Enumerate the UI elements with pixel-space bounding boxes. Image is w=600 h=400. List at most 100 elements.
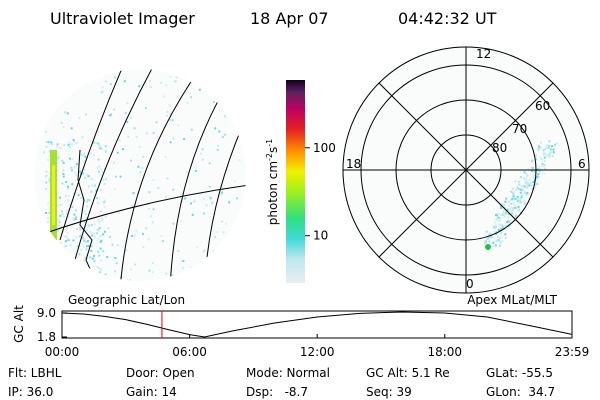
speckle — [69, 146, 72, 149]
speckle — [113, 108, 116, 111]
speckle — [527, 168, 530, 171]
speckle — [493, 245, 496, 248]
speckle — [522, 188, 525, 191]
speckle — [114, 270, 117, 273]
speckle — [494, 225, 497, 228]
speckle — [500, 204, 503, 207]
speckle — [114, 257, 117, 260]
speckle — [516, 187, 519, 190]
speckle — [80, 154, 83, 157]
speckle — [45, 257, 48, 260]
speckle — [521, 193, 524, 196]
speckle — [103, 205, 106, 208]
speckle — [536, 183, 539, 186]
speckle — [513, 207, 516, 210]
panel-label: Geographic Lat/Lon — [68, 293, 185, 307]
speckle — [49, 248, 52, 251]
speckle — [532, 166, 535, 169]
speckle — [553, 143, 556, 146]
speckle — [155, 121, 158, 124]
speckle — [514, 214, 517, 217]
status-field: Door: Open — [126, 366, 195, 380]
speckle — [112, 161, 115, 164]
speckle — [541, 162, 544, 165]
speckle — [131, 205, 134, 208]
speckle — [104, 80, 107, 83]
speckle — [93, 235, 96, 238]
speckle — [80, 196, 83, 199]
speckle — [68, 143, 71, 146]
plot-frame — [61, 310, 573, 339]
speckle — [520, 195, 523, 198]
speckle — [511, 207, 514, 210]
speckle — [102, 233, 105, 236]
speckle — [66, 237, 69, 240]
speckle — [526, 175, 529, 178]
speckle — [190, 266, 193, 269]
speckle — [71, 143, 74, 146]
speckle — [92, 256, 95, 259]
speckle — [96, 250, 99, 253]
mlt-label: 6 — [578, 157, 586, 171]
speckle — [74, 174, 77, 177]
speckle — [198, 88, 201, 91]
speckle — [514, 180, 517, 183]
speckle — [199, 192, 202, 195]
speckle — [508, 204, 511, 207]
speckle — [216, 148, 219, 151]
speckle — [45, 140, 48, 143]
speckle — [62, 161, 65, 164]
speckle — [45, 174, 48, 177]
speckle — [535, 158, 538, 161]
speckle — [98, 267, 101, 270]
speckle — [142, 246, 145, 249]
speckle — [551, 155, 554, 158]
speckle — [552, 148, 555, 151]
speckle — [531, 184, 534, 187]
speckle — [59, 269, 62, 272]
speckle — [129, 279, 132, 281]
speckle — [224, 222, 227, 225]
speckle — [165, 114, 168, 117]
speckle — [85, 241, 88, 244]
speckle — [62, 169, 65, 172]
speckle — [190, 202, 193, 205]
speckle — [96, 166, 99, 169]
speckle — [98, 165, 101, 168]
speckle — [519, 176, 522, 179]
speckle — [55, 145, 58, 148]
speckle — [95, 189, 98, 192]
speckle — [494, 231, 497, 234]
speckle — [71, 206, 74, 209]
speckle — [501, 226, 504, 229]
speckle — [165, 272, 168, 275]
speckle — [45, 212, 48, 215]
speckle — [499, 244, 502, 247]
speckle — [87, 277, 90, 280]
status-field: Mode: Normal — [246, 366, 330, 380]
speckle — [98, 170, 101, 173]
speckle — [537, 149, 540, 152]
speckle — [537, 173, 540, 176]
speckle — [501, 225, 504, 228]
panel-label: Apex MLat/MLT — [467, 293, 557, 307]
speckle — [542, 153, 545, 156]
speckle — [97, 238, 100, 241]
speckle — [91, 244, 94, 247]
speckle — [92, 141, 95, 144]
speckle — [67, 144, 70, 147]
speckle — [495, 218, 498, 221]
speckle — [498, 223, 501, 226]
speckle — [64, 111, 67, 114]
speckle — [507, 212, 510, 215]
speckle — [101, 90, 104, 93]
speckle — [191, 213, 194, 216]
speckle — [93, 222, 96, 225]
speckle — [56, 204, 59, 207]
speckle — [135, 229, 138, 232]
speckle — [95, 278, 98, 281]
speckle — [539, 146, 542, 149]
speckle — [186, 102, 189, 105]
speckle — [104, 199, 107, 202]
speckle — [494, 227, 497, 230]
